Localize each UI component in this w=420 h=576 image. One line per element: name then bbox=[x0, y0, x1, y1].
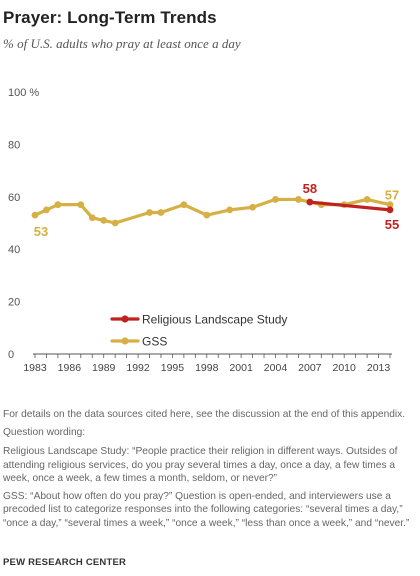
question-wording-heading: Question wording: bbox=[3, 426, 86, 438]
x-tick-label: 1989 bbox=[92, 362, 116, 374]
x-tick-label: 2007 bbox=[298, 362, 322, 374]
data-point bbox=[249, 203, 256, 211]
y-tick-label: 40 bbox=[8, 244, 20, 256]
data-point bbox=[363, 196, 371, 203]
series-line-rls bbox=[308, 200, 392, 212]
data-label: 57 bbox=[385, 188, 399, 203]
end-labels: 58 55 53 57 bbox=[34, 181, 399, 239]
x-tick-label: 2004 bbox=[264, 362, 288, 374]
data-point bbox=[180, 201, 188, 209]
series-line-gss bbox=[33, 197, 392, 225]
legend-marker bbox=[121, 337, 129, 345]
data-label: 58 bbox=[303, 181, 317, 196]
y-tick-label: 100 % bbox=[8, 87, 39, 99]
data-point bbox=[386, 206, 394, 214]
gss-question-note: GSS: “About how often do you pray?” Ques… bbox=[3, 490, 410, 529]
x-tick-label: 1986 bbox=[58, 362, 82, 374]
data-label: 55 bbox=[385, 217, 399, 232]
data-label: 53 bbox=[34, 224, 48, 239]
x-tick-label: 1983 bbox=[23, 362, 47, 374]
series-lines bbox=[31, 196, 394, 227]
data-point bbox=[294, 196, 302, 203]
x-tick-label: 1995 bbox=[161, 362, 185, 374]
data-point bbox=[43, 206, 50, 214]
source-credit: PEW RESEARCH CENTER bbox=[3, 557, 127, 568]
legend: Religious Landscape Study GSS bbox=[110, 313, 287, 349]
details-note: For details on the data sources cited he… bbox=[3, 409, 406, 420]
data-point bbox=[146, 209, 153, 216]
data-point bbox=[54, 201, 62, 209]
x-tick-label: 2010 bbox=[333, 362, 357, 374]
data-point bbox=[111, 219, 119, 227]
legend-label: GSS bbox=[142, 335, 167, 349]
data-point bbox=[100, 216, 108, 224]
data-point bbox=[386, 201, 394, 209]
data-point bbox=[77, 201, 85, 209]
x-tick-label: 2001 bbox=[229, 362, 253, 374]
legend-label: Religious Landscape Study bbox=[142, 313, 287, 327]
x-tick-label: 1992 bbox=[126, 362, 150, 374]
data-point bbox=[306, 198, 314, 206]
x-tick-label: 2013 bbox=[367, 362, 391, 374]
data-point bbox=[31, 211, 39, 219]
y-tick-label: 20 bbox=[8, 297, 20, 309]
y-tick-label: 0 bbox=[8, 349, 14, 361]
y-tick-label: 80 bbox=[8, 139, 20, 151]
legend-marker bbox=[121, 315, 129, 323]
data-point bbox=[272, 196, 279, 203]
data-point bbox=[203, 211, 211, 219]
data-point bbox=[226, 206, 234, 214]
notes: For details on the data sources cited he… bbox=[3, 408, 413, 534]
line-chart: 0 20 40 60 80 100 % 1983 1986 1989 1992 1995 1998 2… bbox=[8, 87, 399, 374]
x-tick-label: 1998 bbox=[195, 362, 219, 374]
x-axis: 1983 1986 1989 1992 1995 1998 2001 2004 2007 2010… bbox=[23, 353, 392, 374]
y-tick-label: 60 bbox=[8, 192, 20, 204]
data-point bbox=[157, 209, 165, 216]
chart-subtitle: % of U.S. adults who pray at least once … bbox=[3, 36, 241, 51]
data-point bbox=[88, 214, 96, 222]
rls-question-note: Religious Landscape Study: “People pract… bbox=[3, 446, 398, 484]
y-axis-labels: 0 20 40 60 80 100 % bbox=[8, 87, 39, 361]
chart-title: Prayer: Long-Term Trends bbox=[3, 8, 217, 27]
